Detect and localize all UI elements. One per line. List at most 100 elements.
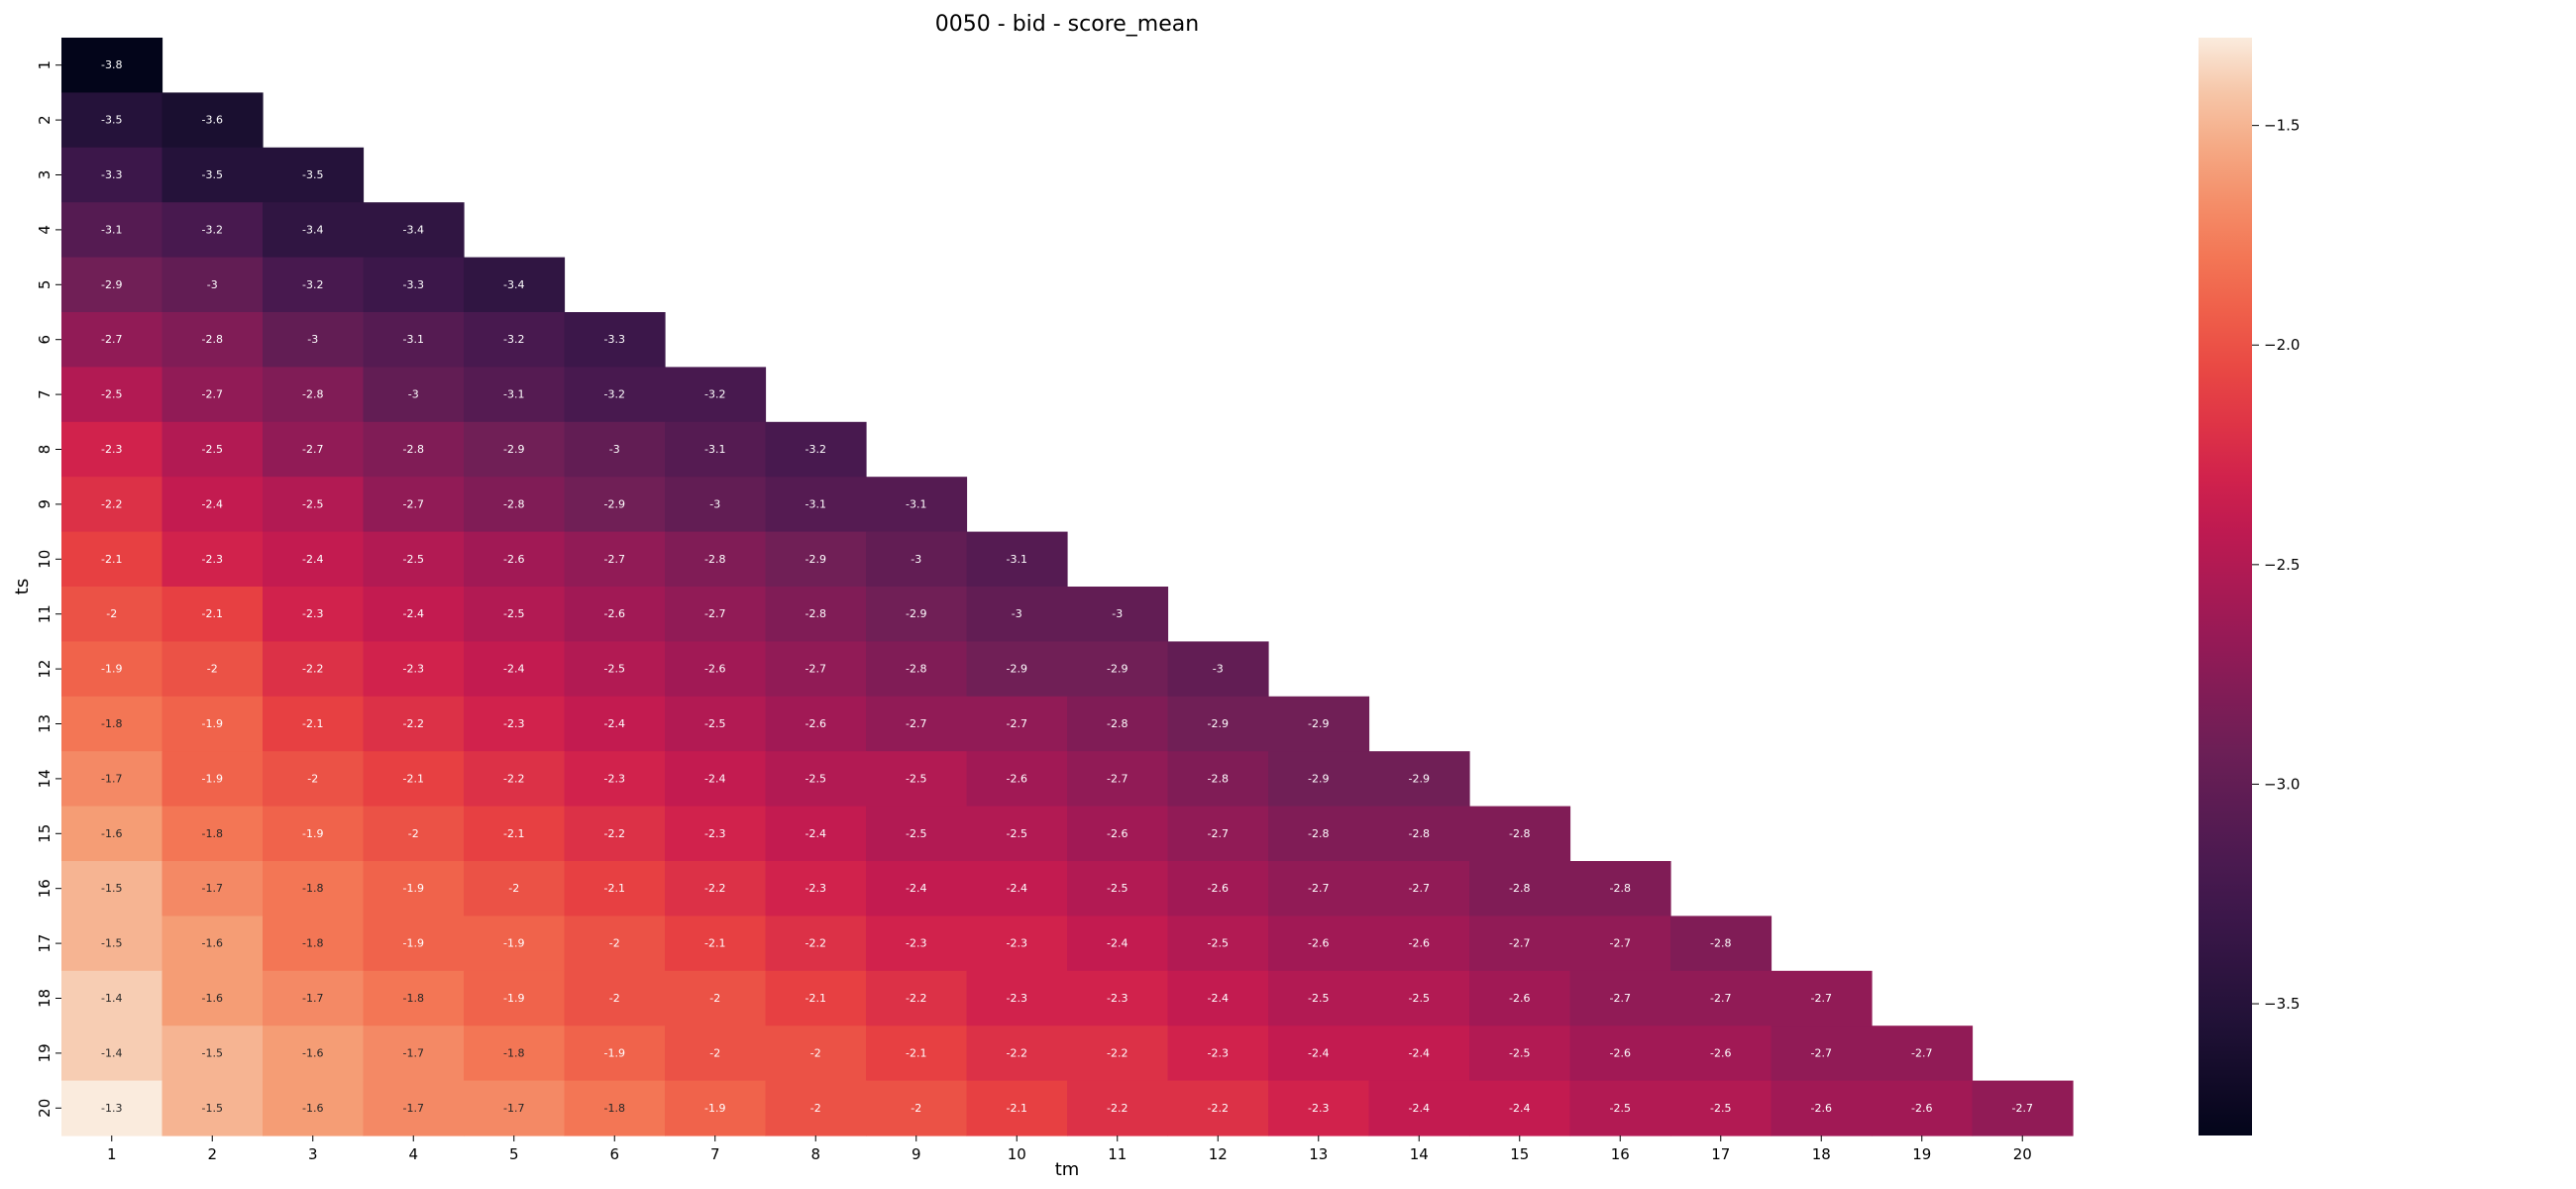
heatmap-cell <box>1368 806 1470 862</box>
x-tick-label: 15 <box>1510 1145 1529 1163</box>
heatmap-cell <box>1067 1026 1169 1082</box>
cell-value-label: -3.5 <box>302 168 323 181</box>
cell-value-label: -1.4 <box>101 992 122 1005</box>
cell-value-label: -2.6 <box>1509 992 1530 1005</box>
cell-value-label: -2.7 <box>906 717 926 730</box>
heatmap-cell <box>363 587 465 642</box>
heatmap-cell <box>61 38 163 93</box>
cell-value-label: -1.7 <box>302 992 323 1005</box>
cell-value-label: -2.7 <box>1208 827 1229 840</box>
cell-value-label: -2.8 <box>503 497 524 510</box>
y-axis-title: ts <box>12 579 33 594</box>
cell-value-label: -3 <box>307 333 318 346</box>
cell-value-label: -2.7 <box>1811 992 1832 1005</box>
cell-value-label: -2.1 <box>403 772 424 785</box>
colorbar-tick-label: −3.5 <box>2264 995 2300 1013</box>
cell-value-label: -2.2 <box>604 827 625 840</box>
cell-value-label: -2.3 <box>302 607 323 620</box>
heatmap-cell <box>161 531 264 588</box>
cell-value-label: -2.6 <box>805 717 826 730</box>
cell-value-label: -2.5 <box>906 772 926 785</box>
heatmap-cell <box>161 257 264 313</box>
cell-value-label: -2.1 <box>704 937 725 950</box>
y-tick-label: 13 <box>36 714 54 733</box>
cell-value-label: -3.5 <box>101 114 122 127</box>
heatmap-cell <box>1771 1026 1873 1082</box>
cell-value-label: -2 <box>106 607 117 620</box>
cell-value-label: -2.8 <box>403 443 424 456</box>
heatmap-cell <box>564 587 666 642</box>
colorbar <box>2199 38 2252 1135</box>
heatmap-cell <box>1167 861 1269 917</box>
cell-value-label: -2 <box>911 1102 921 1115</box>
heatmap-cell <box>1268 806 1370 862</box>
heatmap-cell <box>564 421 666 478</box>
cell-value-label: -3.1 <box>403 333 424 346</box>
heatmap-cell <box>665 587 767 642</box>
heatmap-cell <box>665 367 767 423</box>
x-tick-label: 11 <box>1108 1145 1127 1163</box>
cell-value-label: -2 <box>810 1046 821 1059</box>
heatmap-cell <box>564 641 666 698</box>
heatmap-cell <box>1469 970 1571 1027</box>
cell-value-label: -2.3 <box>202 553 223 566</box>
cell-value-label: -2.6 <box>503 553 524 566</box>
cell-value-label: -1.7 <box>101 772 122 785</box>
cell-value-label: -2.5 <box>1107 882 1127 895</box>
cell-value-label: -1.7 <box>202 882 223 895</box>
cell-value-label: -2.9 <box>1409 772 1430 785</box>
heatmap-cell <box>363 531 465 588</box>
heatmap-cell <box>61 1026 163 1082</box>
cell-value-label: -2.8 <box>1610 882 1631 895</box>
heatmap-cell <box>1670 1026 1772 1082</box>
heatmap-cell <box>564 1080 666 1136</box>
cell-value-label: -2.4 <box>1409 1046 1430 1059</box>
colorbar-tick-label: −1.5 <box>2264 117 2300 135</box>
cell-value-label: -2.7 <box>1409 882 1430 895</box>
heatmap-cell <box>866 587 968 642</box>
heatmap-cell <box>464 641 566 698</box>
heatmap-cell <box>161 806 264 862</box>
colorbar-tick-label: −3.0 <box>2264 775 2300 793</box>
cell-value-label: -3.2 <box>503 333 524 346</box>
heatmap-cell <box>866 1026 968 1082</box>
heatmap-cell <box>1368 751 1470 808</box>
heatmap-cell <box>363 696 465 752</box>
cell-value-label: -2.6 <box>1811 1102 1832 1115</box>
heatmap-cell <box>765 587 867 642</box>
cell-value-label: -2.3 <box>1107 992 1127 1005</box>
y-tick-label: 9 <box>36 499 54 509</box>
heatmap-cell <box>161 421 264 478</box>
heatmap-cell <box>866 916 968 972</box>
heatmap-cell <box>263 202 365 259</box>
heatmap-cell <box>363 312 465 368</box>
colorbar-tick-label: −2.0 <box>2264 336 2300 354</box>
cell-value-label: -2.7 <box>604 553 625 566</box>
heatmap-cell <box>866 751 968 808</box>
cell-value-label: -2.5 <box>906 827 926 840</box>
heatmap-cell <box>363 861 465 917</box>
cell-value-label: -2 <box>709 992 720 1005</box>
heatmap-cell <box>464 1080 566 1136</box>
heatmap-cell <box>1872 1080 1974 1136</box>
cell-value-label: -1.5 <box>101 882 122 895</box>
cell-value-label: -2.6 <box>604 607 625 620</box>
cell-value-label: -2.7 <box>1007 717 1027 730</box>
heatmap-cell <box>61 970 163 1027</box>
x-tick-label: 14 <box>1410 1145 1429 1163</box>
heatmap-cell <box>966 1026 1068 1082</box>
heatmap-cell <box>765 1026 867 1082</box>
cell-value-label: -2.3 <box>503 717 524 730</box>
cell-value-label: -2.1 <box>805 992 826 1005</box>
cell-value-label: -2.6 <box>1308 937 1329 950</box>
cell-value-label: -3.2 <box>302 278 323 291</box>
cell-value-label: -1.9 <box>503 937 524 950</box>
heatmap-cell <box>464 257 566 313</box>
x-tick-label: 2 <box>207 1145 217 1163</box>
cell-value-label: -3 <box>709 497 720 510</box>
heatmap-cell <box>1469 1026 1571 1082</box>
heatmap-cell <box>61 202 163 259</box>
heatmap-cell <box>665 970 767 1027</box>
heatmap-cell <box>1067 641 1169 698</box>
heatmap-cell <box>966 531 1068 588</box>
